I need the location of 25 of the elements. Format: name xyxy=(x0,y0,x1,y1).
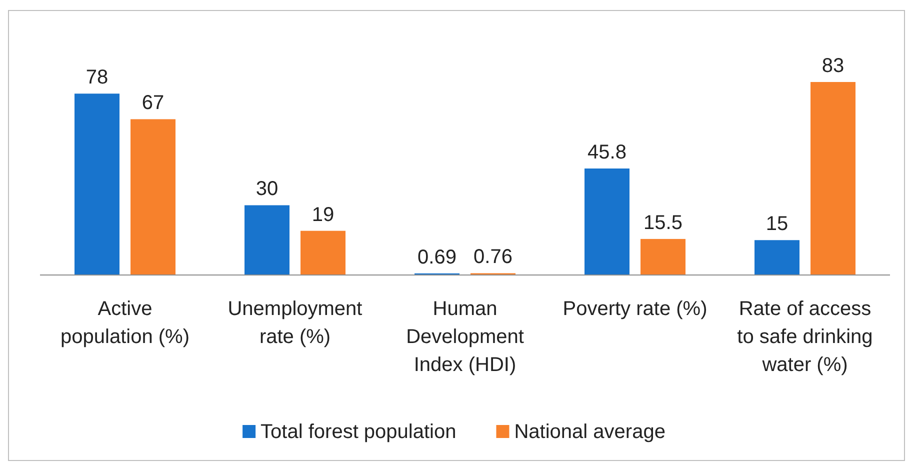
data-label: 67 xyxy=(142,92,164,114)
data-label: 78 xyxy=(86,66,108,89)
bar xyxy=(640,238,686,275)
legend-label: Total forest population xyxy=(260,421,456,443)
data-label: 30 xyxy=(256,178,278,200)
bar xyxy=(130,119,176,275)
bar xyxy=(754,240,800,275)
bar xyxy=(300,230,346,275)
legend-label: National average xyxy=(514,421,666,443)
bar xyxy=(244,205,290,275)
x-tick-label: Human Development Index (HDI) xyxy=(406,298,524,376)
data-label: 45.8 xyxy=(588,142,626,164)
bar xyxy=(74,94,120,275)
bar xyxy=(810,82,856,275)
data-label: 83 xyxy=(822,55,844,77)
x-tick-label: Active population (%) xyxy=(60,298,190,348)
x-tick-label: Unemployment rate (%) xyxy=(228,298,363,348)
bar xyxy=(584,168,630,275)
data-label: 19 xyxy=(312,204,334,226)
data-label: 0.69 xyxy=(418,246,456,268)
x-tick-label: Rate of access to safe drinking water (%) xyxy=(737,298,873,376)
data-label: 15.5 xyxy=(644,212,682,234)
data-label: 0.76 xyxy=(474,246,512,268)
data-label: 15 xyxy=(766,213,788,236)
x-tick-label: Poverty rate (%) xyxy=(562,298,708,320)
